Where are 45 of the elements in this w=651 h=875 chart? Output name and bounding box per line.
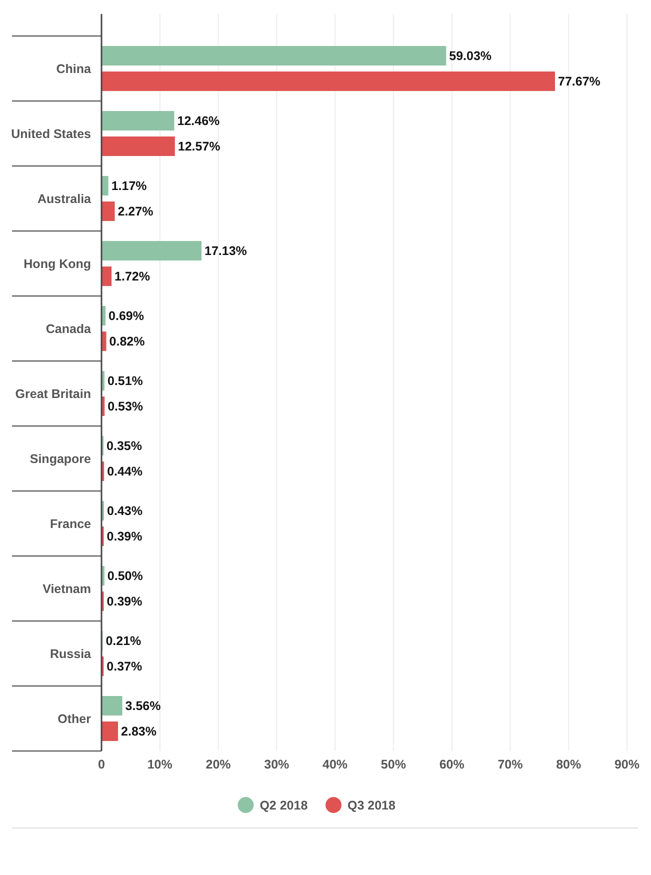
data-label: 59.03% — [449, 49, 492, 64]
data-label: 2.27% — [118, 204, 154, 219]
legend-label: Q3 2018 — [348, 798, 396, 812]
x-tick-label: 30% — [264, 757, 290, 772]
data-label: 1.17% — [111, 179, 147, 194]
data-label: 77.67% — [558, 74, 600, 89]
data-label: 0.50% — [107, 569, 143, 584]
data-label: 0.51% — [107, 374, 143, 388]
x-tick-label: 60% — [439, 757, 464, 772]
x-tick-label: 80% — [556, 757, 582, 772]
data-label: 17.13% — [204, 244, 247, 258]
data-label: 0.21% — [106, 634, 142, 648]
y-tick-label: Great Britain — [15, 386, 91, 401]
data-label: 0.43% — [107, 504, 142, 518]
data-label: 0.82% — [109, 334, 145, 349]
x-tick-label: 40% — [322, 757, 348, 772]
data-label: 3.56% — [125, 699, 161, 714]
y-tick-label: France — [50, 516, 92, 531]
data-label: 12.57% — [178, 140, 220, 154]
y-tick-label: Vietnam — [42, 582, 91, 596]
data-label: 1.72% — [114, 270, 150, 284]
x-tick-label: 0 — [98, 757, 106, 772]
data-label: 2.83% — [121, 724, 156, 739]
y-tick-label: Russia — [50, 646, 92, 661]
data-label: 0.53% — [108, 400, 144, 414]
y-tick-label: United States — [11, 126, 92, 141]
data-label: 0.69% — [108, 309, 144, 324]
legend-label: Q2 2018 — [260, 798, 308, 812]
data-label: 0.39% — [106, 530, 142, 544]
data-label: 0.37% — [106, 660, 142, 674]
data-label: 0.39% — [106, 594, 142, 609]
y-tick-label: Canada — [46, 322, 92, 336]
data-label: 0.35% — [106, 439, 142, 454]
y-tick-label: Other — [58, 712, 92, 726]
x-tick-label: 50% — [380, 757, 406, 772]
x-tick-label: 90% — [614, 757, 640, 772]
y-tick-label: Hong Kong — [24, 256, 91, 271]
x-tick-label: 20% — [206, 757, 231, 772]
data-label: 12.46% — [177, 114, 220, 128]
data-label: 0.44% — [107, 464, 143, 479]
y-tick-label: Singapore — [30, 452, 92, 466]
y-tick-label: Australia — [38, 192, 92, 206]
x-tick-label: 10% — [147, 757, 172, 772]
y-tick-label: China — [56, 62, 92, 76]
x-tick-label: 70% — [498, 757, 523, 772]
